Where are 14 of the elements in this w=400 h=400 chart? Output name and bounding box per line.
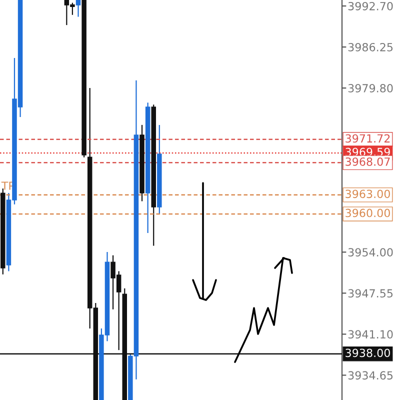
y-tick-label: 3986.25 [348, 42, 393, 52]
ref-line-label: 3963.00 [346, 190, 390, 198]
y-tick-label: 3934.65 [348, 371, 393, 380]
y-tick-label: 3954.00 [348, 248, 393, 256]
candlestick [76, 0, 81, 18]
ref-line-label: 3960.00 [346, 208, 390, 218]
ref-line-label: 3938.00 [346, 348, 390, 358]
ref-line-label: 3971.72 [346, 134, 390, 143]
ref-line-label: 3969.59 [346, 148, 390, 156]
ref-line-label: 3968.07 [346, 157, 390, 166]
y-tick-label: 3941.10 [348, 330, 393, 339]
y-tick-label: 3992.70 [348, 2, 393, 10]
y-tick-label: 3947.55 [348, 289, 393, 298]
y-tick-label: 3979.80 [348, 84, 393, 92]
